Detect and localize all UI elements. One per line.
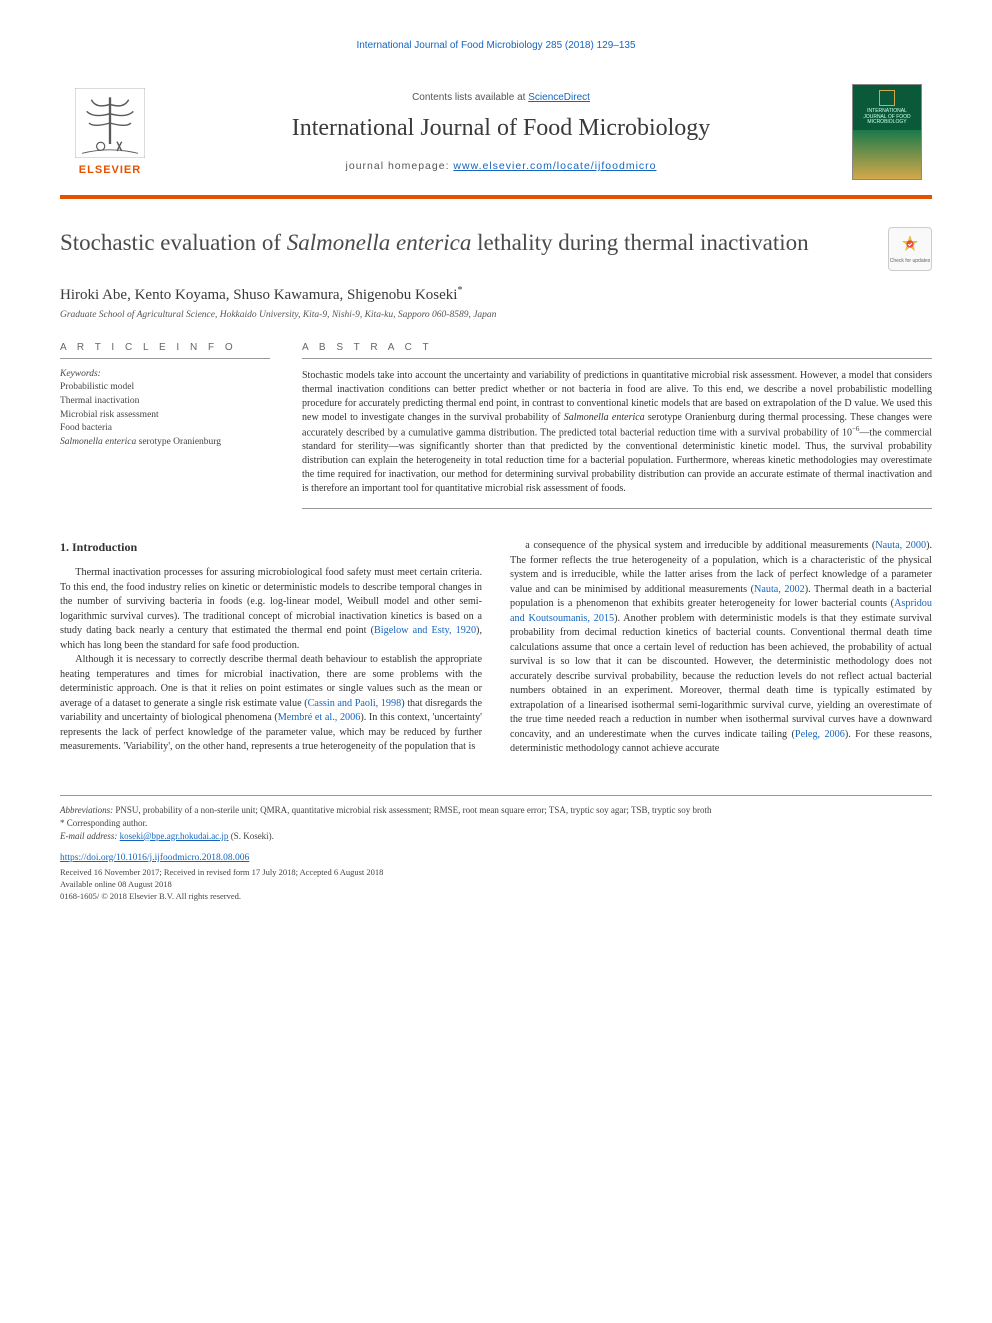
history-line: Received 16 November 2017; Received in r… [60, 866, 932, 878]
journal-cover-thumb: INTERNATIONAL JOURNAL OF FOOD MICROBIOLO… [852, 84, 922, 180]
affiliation: Graduate School of Agricultural Science,… [60, 310, 932, 320]
corresponding-mark: * [457, 285, 462, 296]
body-para-3: a consequence of the physical system and… [510, 539, 932, 756]
keywords-list: Probabilistic modelThermal inactivationM… [60, 381, 270, 450]
section-heading: 1. Introduction [60, 539, 482, 556]
homepage-line: journal homepage: www.elsevier.com/locat… [346, 160, 657, 172]
email-line: E-mail address: koseki@bpe.agr.hokudai.a… [60, 830, 932, 843]
contents-prefix: Contents lists available at [412, 92, 528, 103]
journal-homepage-link[interactable]: www.elsevier.com/locate/ijfoodmicro [453, 160, 656, 172]
masthead-center: Contents lists available at ScienceDirec… [160, 69, 842, 195]
info-abstract-row: A R T I C L E I N F O Keywords: Probabil… [60, 342, 932, 509]
body-para-1: Thermal inactivation processes for assur… [60, 566, 482, 653]
corresponding-note: * Corresponding author. [60, 817, 932, 830]
journal-title: International Journal of Food Microbiolo… [292, 115, 711, 142]
journal-cover-block: INTERNATIONAL JOURNAL OF FOOD MICROBIOLO… [842, 69, 932, 195]
cover-gradient-icon [853, 130, 921, 180]
sciencedirect-link[interactable]: ScienceDirect [528, 92, 590, 103]
journal-issue-link[interactable]: International Journal of Food Microbiolo… [60, 40, 932, 51]
article-title: Stochastic evaluation of Salmonella ente… [60, 227, 868, 258]
body-two-col: 1. Introduction Thermal inactivation pro… [60, 539, 932, 756]
homepage-prefix: journal homepage: [346, 160, 454, 172]
authors-line: Hiroki Abe, Kento Koyama, Shuso Kawamura… [60, 285, 932, 304]
article-info-heading: A R T I C L E I N F O [60, 342, 270, 359]
abstract-text: Stochastic models take into account the … [302, 369, 932, 509]
email-label: E-mail address: [60, 831, 120, 841]
check-updates-icon [899, 234, 921, 256]
body-para-2: Although it is necessary to correctly de… [60, 653, 482, 754]
check-updates-label: Check for updates [890, 258, 931, 264]
publisher-name: ELSEVIER [79, 164, 141, 176]
abstract-heading: A B S T R A C T [302, 342, 932, 359]
email-link[interactable]: koseki@bpe.agr.hokudai.ac.jp [120, 831, 229, 841]
check-updates-badge[interactable]: Check for updates [888, 227, 932, 271]
title-row: Stochastic evaluation of Salmonella ente… [60, 227, 932, 271]
abstract-block: A B S T R A C T Stochastic models take i… [302, 342, 932, 509]
masthead: ELSEVIER Contents lists available at Sci… [60, 69, 932, 199]
authors-text: Hiroki Abe, Kento Koyama, Shuso Kawamura… [60, 287, 457, 303]
contents-line: Contents lists available at ScienceDirec… [412, 92, 590, 103]
doi-link[interactable]: https://doi.org/10.1016/j.ijfoodmicro.20… [60, 853, 249, 863]
available-line: Available online 08 August 2018 [60, 878, 932, 890]
email-suffix: (S. Koseki). [228, 831, 274, 841]
footer-block: Abbreviations: PNSU, probability of a no… [60, 795, 932, 903]
cover-thumb-text: INTERNATIONAL JOURNAL OF FOOD MICROBIOLO… [853, 109, 921, 126]
copyright-line: 0168-1605/ © 2018 Elsevier B.V. All righ… [60, 890, 932, 902]
abbreviations: Abbreviations: PNSU, probability of a no… [60, 804, 932, 817]
article-info-block: A R T I C L E I N F O Keywords: Probabil… [60, 342, 270, 509]
body-section: 1. Introduction Thermal inactivation pro… [60, 539, 932, 756]
keywords-label: Keywords: [60, 369, 270, 379]
publisher-logo-block: ELSEVIER [60, 69, 160, 195]
elsevier-tree-icon [75, 88, 145, 158]
